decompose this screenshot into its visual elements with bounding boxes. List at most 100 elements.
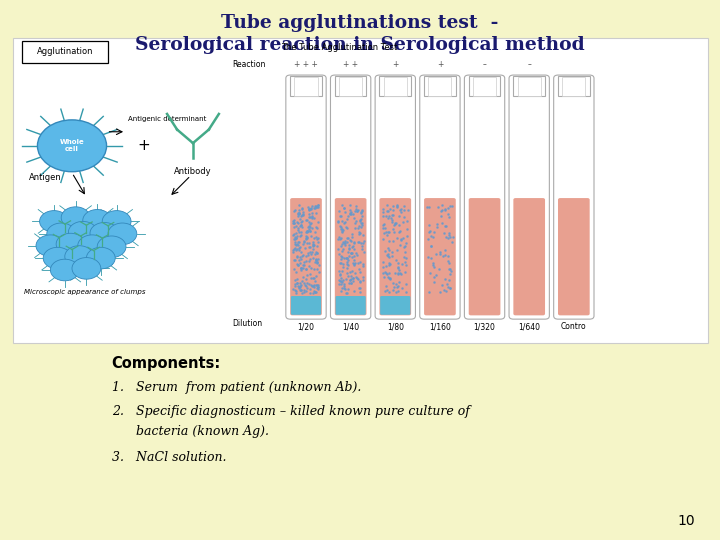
Point (342, 255, 354, 264)
Point (287, 285, 299, 293)
Point (444, 270, 456, 279)
Point (292, 238, 304, 246)
Point (298, 238, 310, 246)
Point (341, 254, 353, 262)
Point (425, 269, 436, 278)
Point (308, 274, 320, 283)
Point (354, 268, 366, 276)
Point (387, 201, 399, 210)
Point (292, 260, 304, 269)
Point (339, 217, 351, 226)
Point (382, 207, 393, 215)
Point (341, 234, 353, 242)
Point (307, 245, 319, 253)
Point (444, 284, 456, 292)
Point (300, 275, 312, 284)
Point (312, 234, 323, 243)
Point (342, 285, 354, 294)
Point (343, 279, 355, 287)
Point (384, 275, 396, 284)
Point (289, 219, 300, 227)
Point (311, 234, 323, 243)
Point (436, 219, 447, 227)
Point (312, 218, 324, 226)
Point (355, 258, 366, 266)
Point (301, 271, 312, 279)
Point (289, 222, 300, 231)
Point (294, 222, 306, 231)
Point (295, 227, 307, 236)
Point (446, 238, 457, 246)
Bar (518, 77, 541, 96)
Point (289, 206, 300, 214)
Point (292, 240, 303, 248)
Point (356, 206, 368, 215)
Point (338, 254, 350, 262)
Point (333, 206, 345, 215)
Point (296, 264, 307, 272)
Point (290, 246, 302, 254)
Point (300, 251, 312, 260)
Point (394, 205, 405, 214)
Point (338, 219, 350, 228)
FancyBboxPatch shape (424, 198, 456, 315)
Text: Tube agglutinations test  -
Serological reaction in Serological method: Tube agglutinations test - Serological r… (135, 14, 585, 55)
Point (337, 225, 348, 234)
Point (306, 204, 318, 212)
Point (311, 258, 323, 267)
Point (336, 223, 347, 232)
Point (430, 271, 441, 279)
Point (294, 282, 305, 291)
Point (288, 248, 300, 257)
Point (311, 258, 323, 266)
Point (400, 247, 411, 256)
Point (310, 280, 322, 289)
FancyBboxPatch shape (379, 198, 411, 315)
Point (436, 212, 447, 220)
Point (289, 238, 301, 247)
Point (338, 282, 350, 291)
Point (292, 259, 303, 268)
Point (312, 224, 323, 233)
Point (444, 265, 456, 274)
Point (377, 234, 389, 243)
Point (312, 201, 324, 210)
Point (438, 205, 450, 214)
Point (290, 241, 302, 249)
Point (311, 248, 323, 257)
Point (346, 275, 357, 284)
Point (428, 273, 440, 282)
Point (287, 217, 299, 225)
Point (333, 232, 344, 241)
Point (333, 249, 344, 258)
Point (292, 252, 303, 260)
Point (381, 270, 392, 279)
Circle shape (97, 236, 126, 258)
Point (312, 283, 324, 292)
Point (443, 252, 454, 260)
Point (297, 210, 309, 219)
Point (335, 286, 346, 295)
Point (340, 274, 351, 283)
Point (335, 273, 346, 282)
Point (337, 278, 348, 287)
Text: Reaction: Reaction (232, 60, 265, 69)
Text: –: – (527, 60, 531, 69)
Point (312, 258, 323, 267)
Point (289, 286, 301, 294)
Point (348, 260, 359, 268)
Point (336, 247, 347, 255)
Point (358, 237, 369, 245)
Point (292, 224, 304, 232)
Point (344, 201, 356, 210)
Point (346, 249, 357, 258)
Bar (469, 76, 500, 96)
Point (292, 232, 303, 241)
Point (382, 273, 394, 282)
Point (342, 264, 354, 272)
Point (354, 265, 365, 273)
Point (305, 227, 316, 235)
Point (345, 249, 356, 258)
Point (434, 247, 446, 256)
Bar (290, 76, 322, 96)
